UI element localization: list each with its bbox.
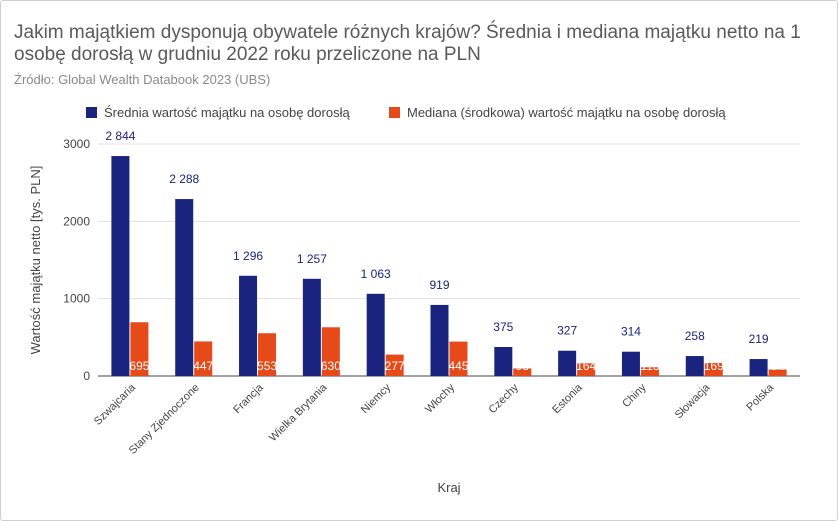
bar-mean bbox=[685, 356, 704, 376]
y-tick-label: 0 bbox=[83, 369, 90, 383]
bar-mean bbox=[175, 199, 194, 376]
bar-mean bbox=[366, 293, 385, 376]
data-label-mean: 1 257 bbox=[297, 252, 327, 266]
bar-mean bbox=[430, 304, 449, 376]
x-tick-label: Szwajcaria bbox=[92, 381, 139, 428]
data-label-median: 695 bbox=[129, 359, 149, 373]
x-tick-label: Chiny bbox=[620, 381, 649, 410]
data-label-median: 113 bbox=[640, 359, 659, 373]
bar-mean bbox=[239, 275, 258, 376]
y-tick-label: 3000 bbox=[63, 137, 90, 151]
x-axis-label: Kraj bbox=[437, 480, 460, 495]
bar-median bbox=[513, 368, 532, 376]
data-label-mean: 258 bbox=[685, 329, 705, 343]
legend-swatch-median bbox=[389, 107, 400, 118]
bar-median bbox=[704, 362, 723, 376]
bar-median bbox=[768, 369, 787, 376]
bar-mean bbox=[111, 156, 130, 376]
x-tick-label: Włochy bbox=[423, 381, 457, 415]
x-tick-label: Czechy bbox=[487, 381, 522, 416]
data-label-mean: 919 bbox=[429, 278, 449, 292]
data-label-median: 169 bbox=[704, 359, 724, 373]
x-tick-label: Francja bbox=[231, 381, 266, 416]
data-label-median: 447 bbox=[193, 359, 213, 373]
bar-mean bbox=[302, 278, 321, 376]
bar-median bbox=[258, 333, 277, 376]
bar-mean bbox=[621, 351, 640, 376]
data-label-mean: 327 bbox=[557, 324, 577, 338]
legend-swatch-mean bbox=[86, 107, 97, 118]
y-tick-label: 2000 bbox=[63, 214, 90, 228]
chart-title: Jakim majątkiem dysponują obywatele różn… bbox=[14, 22, 801, 65]
bars: 2 844 695 2 288 447 1 296 553 1 257 630 1 063 277… bbox=[105, 129, 787, 376]
data-label-mean: 2 844 bbox=[105, 129, 135, 143]
bar-median bbox=[194, 341, 213, 376]
x-tick-label: Polska bbox=[744, 381, 776, 413]
bar-median bbox=[321, 327, 340, 376]
x-tick-label: Słowacja bbox=[673, 381, 713, 421]
data-label-median: 277 bbox=[385, 359, 405, 373]
bar-median bbox=[130, 322, 149, 376]
x-tick-label: Estonia bbox=[550, 381, 585, 416]
data-label-median: 164 bbox=[576, 359, 596, 373]
data-label-mean: 1 296 bbox=[233, 249, 263, 263]
data-label-median: 84 bbox=[771, 359, 785, 373]
bar-mean bbox=[494, 347, 513, 376]
data-label-mean: 1 063 bbox=[361, 267, 391, 281]
y-tick-label: 1000 bbox=[63, 292, 90, 306]
legend-label-median: Mediana (środkowa) wartość majątku na os… bbox=[407, 105, 726, 120]
data-label-median: 445 bbox=[448, 359, 468, 373]
data-label-median: 553 bbox=[257, 359, 277, 373]
data-label-mean: 219 bbox=[749, 332, 769, 346]
data-label-mean: 375 bbox=[493, 320, 513, 334]
bar-median bbox=[640, 367, 659, 376]
bar-median bbox=[449, 341, 468, 376]
chart-subtitle: Źródło: Global Wealth Databook 2023 (UBS… bbox=[14, 72, 271, 87]
data-label-mean: 2 288 bbox=[169, 172, 199, 186]
x-tick-label: Niemcy bbox=[359, 381, 394, 416]
chart-legend: Średnia wartość majątku na osobę dorosłą… bbox=[86, 105, 726, 120]
data-label-median: 98 bbox=[516, 359, 530, 373]
bar-mean bbox=[749, 359, 768, 376]
data-label-median: 630 bbox=[321, 359, 341, 373]
bar-median bbox=[385, 354, 404, 376]
x-tick-label: Stany Zjednoczone bbox=[127, 382, 202, 457]
y-axis-label: Wartość majątku netto [tys. PLN] bbox=[28, 166, 43, 355]
data-label-mean: 314 bbox=[621, 325, 641, 339]
bar-mean bbox=[558, 350, 577, 376]
legend-label-mean: Średnia wartość majątku na osobę dorosłą bbox=[104, 105, 350, 120]
grid-lines bbox=[98, 143, 800, 377]
x-tick-label: Wielka Brytania bbox=[267, 381, 330, 444]
bar-median bbox=[577, 363, 596, 376]
y-axis-ticks: 0 1000 2000 3000 bbox=[63, 137, 90, 383]
